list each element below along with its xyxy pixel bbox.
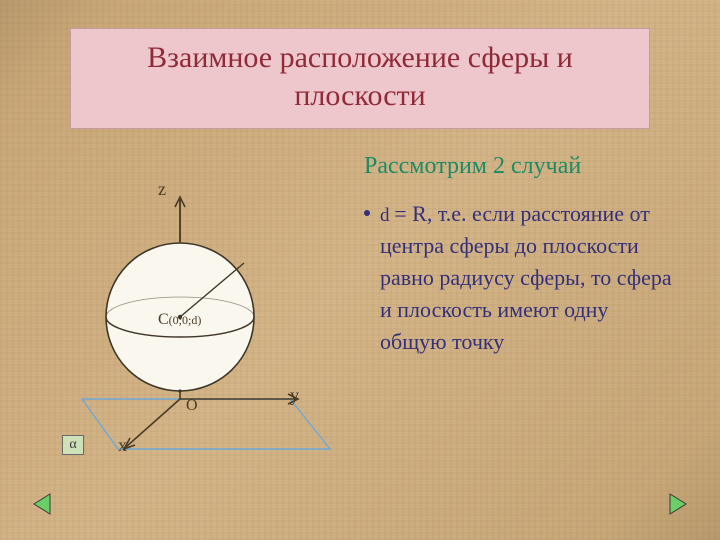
bullet-body: = R, т.е. если расстояние от центра сфер… [380, 201, 672, 354]
alpha-badge: α [62, 435, 84, 455]
z-axis-label: z [158, 179, 166, 200]
slide: Взаимное расположение сферы и плоскости [0, 0, 720, 540]
prev-arrow[interactable] [30, 490, 58, 518]
y-axis-label: y [290, 385, 299, 406]
bullet-prefix: d [380, 205, 394, 226]
bullet-row: d = R, т.е. если расстояние от центра сф… [364, 198, 680, 357]
subtitle: Рассмотрим 2 случай [364, 153, 680, 180]
x-axis-label: x [118, 435, 127, 456]
content-area: z y x О C(0;0;d) α Рассмотрим 2 случай d… [40, 147, 680, 487]
bullet-dot [364, 210, 370, 216]
arrow-right-icon [662, 490, 690, 518]
bullet-text: d = R, т.е. если расстояние от центра сф… [380, 198, 680, 357]
tangent-point [178, 389, 181, 392]
text-column: Рассмотрим 2 случай d = R, т.е. если рас… [364, 147, 680, 487]
figure: z y x О C(0;0;d) α [40, 147, 340, 487]
center-letter: C [158, 311, 169, 328]
center-label: C(0;0;d) [158, 311, 201, 329]
arrow-left-icon [30, 490, 58, 518]
slide-title: Взаимное расположение сферы и плоскости [70, 28, 650, 129]
next-arrow[interactable] [662, 490, 690, 518]
x-axis [126, 399, 180, 447]
origin-label: О [186, 397, 198, 415]
center-coords: (0;0;d) [169, 313, 202, 327]
